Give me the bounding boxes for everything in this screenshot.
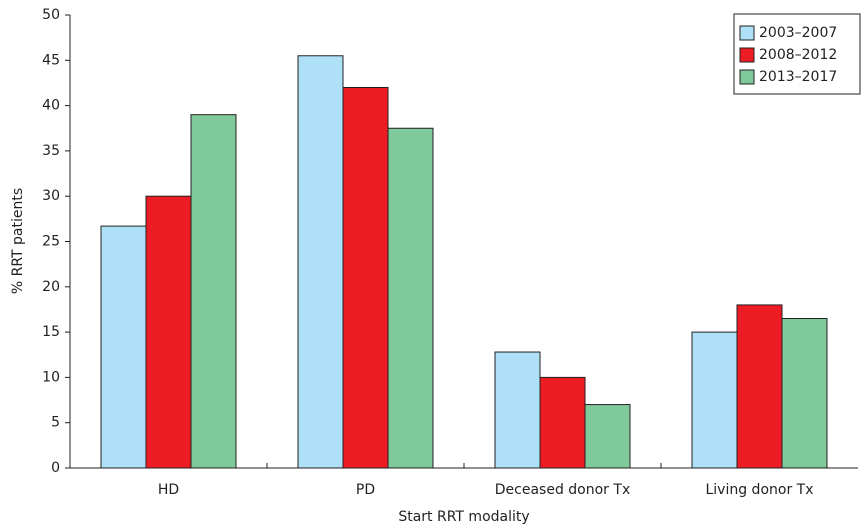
legend-swatch xyxy=(739,69,755,85)
y-tick-label: 10 xyxy=(42,369,60,385)
y-tick-label: 35 xyxy=(42,143,60,159)
legend-box xyxy=(733,13,861,95)
x-axis-label: Start RRT modality xyxy=(398,509,529,525)
y-tick-label: 0 xyxy=(51,460,60,476)
y-axis-label: % RRT patients xyxy=(10,188,26,294)
bar xyxy=(584,404,631,469)
bar xyxy=(145,195,192,469)
y-tick-label: 40 xyxy=(42,98,60,114)
bar xyxy=(736,304,783,469)
bar xyxy=(297,55,344,469)
y-tick-label: 50 xyxy=(42,7,60,23)
legend-swatch xyxy=(739,25,755,41)
y-tick-label: 20 xyxy=(42,279,60,295)
y-tick-label: 25 xyxy=(42,234,60,250)
bar xyxy=(387,127,434,469)
x-tick-label: Deceased donor Tx xyxy=(495,482,630,498)
x-tick-label: HD xyxy=(158,482,179,498)
bar xyxy=(539,376,586,469)
legend-swatch xyxy=(739,47,755,63)
y-tick-label: 5 xyxy=(51,415,60,431)
bar xyxy=(190,114,237,469)
y-tick-label: 45 xyxy=(42,52,60,68)
x-tick-label: Living donor Tx xyxy=(705,482,813,498)
x-tick-label: PD xyxy=(356,482,375,498)
bar xyxy=(100,225,147,469)
bar xyxy=(342,86,389,469)
bar xyxy=(781,318,828,469)
y-tick-label: 15 xyxy=(42,324,60,340)
bar xyxy=(691,331,738,469)
legend-label: 2008–2012 xyxy=(759,47,837,63)
legend-label: 2003–2007 xyxy=(759,25,837,41)
legend-label: 2013–2017 xyxy=(759,69,837,85)
bar xyxy=(494,351,541,469)
y-tick-label: 30 xyxy=(42,188,60,204)
